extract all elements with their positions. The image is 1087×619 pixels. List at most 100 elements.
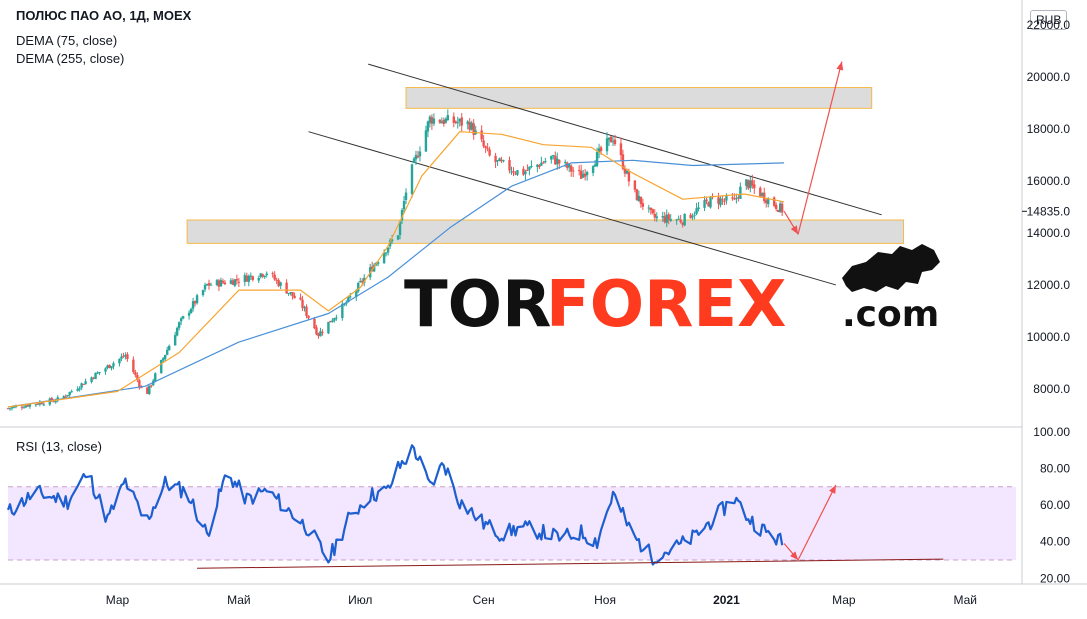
candle-body	[428, 116, 432, 124]
candle-body	[50, 398, 53, 401]
candle-body	[181, 316, 185, 319]
candle-body	[717, 197, 720, 204]
candle-body	[76, 388, 79, 391]
candle-body	[195, 295, 199, 304]
candle-body	[480, 130, 483, 140]
price-tick-label: 8000.0	[1033, 382, 1070, 396]
candle-body	[452, 116, 455, 123]
forecast-arrow-down-head	[790, 225, 799, 235]
candle-body	[273, 274, 276, 280]
candle-body	[207, 283, 211, 286]
dema-255-line	[7, 159, 785, 408]
candle-body	[585, 172, 589, 176]
candle-body	[245, 275, 249, 282]
candle-body	[540, 162, 543, 166]
candle-body	[512, 171, 515, 173]
candle-body	[502, 160, 505, 162]
candle-body	[303, 307, 306, 309]
candle-body	[558, 159, 561, 164]
candle-body	[167, 345, 171, 351]
candle-body	[591, 166, 595, 173]
candle-body	[619, 143, 623, 156]
candle-body	[205, 284, 209, 286]
candle-body	[454, 121, 457, 123]
candle-body	[444, 118, 448, 123]
rsi-panel	[6, 444, 1016, 569]
candle-body	[593, 164, 597, 167]
candle-body	[193, 300, 197, 304]
candle-body	[319, 331, 322, 337]
candle-body	[94, 372, 97, 380]
candle-body	[731, 197, 734, 199]
candle-body	[737, 197, 740, 199]
candle-body	[683, 213, 686, 226]
candle-body	[317, 333, 320, 337]
candle-body	[277, 280, 280, 287]
rsi-forecast-arrow-down-head	[790, 551, 799, 561]
candle-body	[438, 119, 442, 123]
candle-body	[611, 140, 615, 142]
candle-body	[122, 355, 125, 357]
candle-body	[64, 396, 67, 398]
candle-body	[221, 280, 225, 283]
candle-body	[287, 292, 290, 294]
candle-body	[329, 320, 332, 323]
candle-body	[146, 387, 149, 394]
rsi-trend-line	[197, 558, 944, 569]
candle-body	[554, 155, 557, 165]
candle-body	[307, 315, 310, 319]
candle-body	[42, 404, 46, 406]
candle-body	[772, 197, 776, 206]
candle-body	[498, 158, 501, 162]
support-zone	[186, 219, 905, 244]
candle-body	[384, 252, 388, 254]
candle-body	[404, 192, 408, 200]
time-tick-label: Ноя	[594, 593, 616, 607]
candle-body	[556, 158, 559, 165]
candle-body	[235, 279, 239, 281]
candle-body	[357, 282, 360, 292]
candle-body	[396, 235, 400, 240]
candle-body	[649, 207, 653, 210]
legend-dema-255: DEMA (255, close)	[16, 51, 125, 66]
candle-body	[6, 408, 10, 410]
candle-body	[679, 219, 682, 223]
candle-body	[753, 184, 756, 189]
candle-body	[104, 368, 107, 372]
candle-body	[8, 408, 12, 410]
candle-body	[68, 391, 71, 396]
candle-body	[681, 222, 684, 225]
candle-body	[321, 332, 324, 334]
candle-body	[162, 358, 165, 361]
candle-body	[725, 195, 728, 201]
candle-body	[52, 401, 55, 403]
candle-body	[386, 247, 390, 253]
candle-body	[566, 162, 569, 168]
candle-body	[388, 240, 392, 247]
price-tick-label: 14000.0	[1027, 226, 1071, 240]
candle-body	[655, 216, 658, 219]
price-panel	[6, 61, 905, 411]
price-grid	[0, 0, 1087, 585]
candle-body	[233, 279, 237, 286]
candle-body	[705, 199, 708, 202]
candle-body	[635, 189, 639, 201]
candle-body	[426, 121, 430, 132]
candle-body	[745, 179, 748, 187]
candle-body	[341, 303, 344, 318]
candle-body	[243, 275, 247, 282]
candle-body	[412, 158, 416, 163]
candle-body	[138, 380, 141, 387]
candle-body	[472, 123, 475, 135]
candle-body	[414, 155, 418, 160]
rsi-tick-label: 60.00	[1040, 498, 1070, 512]
candle-body	[703, 200, 706, 208]
time-tick-label: Май	[953, 593, 977, 607]
candle-body	[418, 151, 422, 157]
candle-body	[677, 218, 680, 220]
currency-badge[interactable]: RUB	[1030, 10, 1068, 30]
candle-body	[667, 214, 670, 220]
candle-body	[609, 136, 613, 143]
candle-body	[446, 115, 450, 121]
